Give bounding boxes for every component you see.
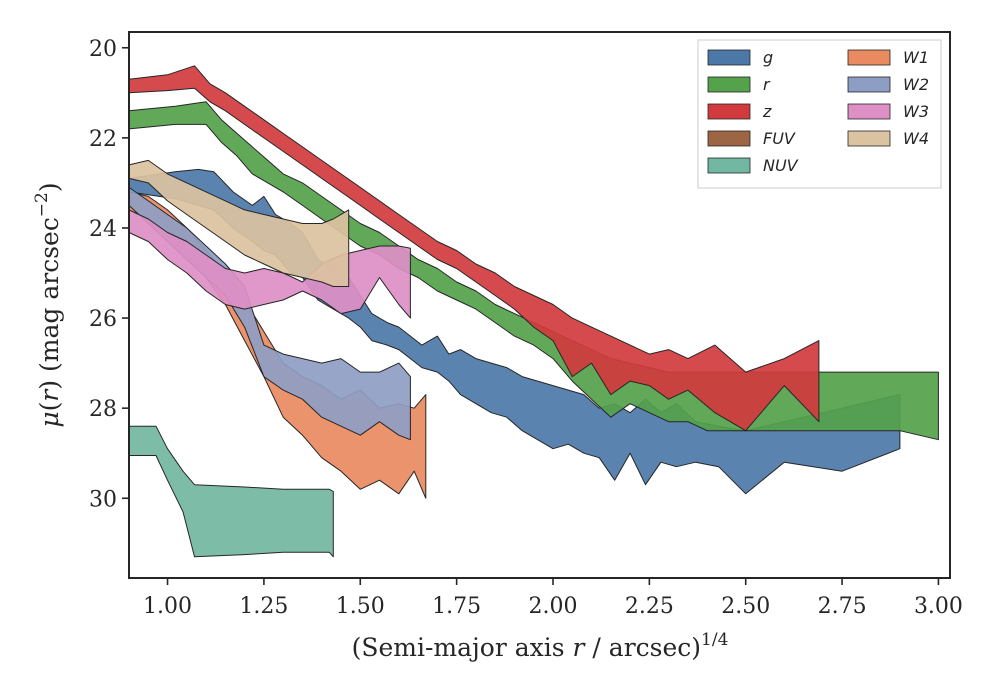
x-tick-label: 1.50	[336, 594, 385, 619]
y-axis: 20 22 24 26 28 30	[89, 37, 129, 512]
x-tick-label: 2.75	[818, 594, 867, 619]
legend-label-w1: W1	[903, 48, 929, 67]
y-tick-label: 22	[89, 127, 117, 152]
legend-label-z: z	[762, 102, 772, 121]
series-areas	[128, 65, 939, 558]
legend-swatch-nuv	[707, 157, 751, 174]
legend-label-fuv: FUV	[763, 129, 796, 148]
legend-label-w2: W2	[903, 75, 929, 94]
x-tick-label: 2.25	[625, 594, 674, 619]
y-tick-label: 24	[89, 217, 117, 242]
legend-label-nuv: NUV	[763, 156, 799, 175]
legend-swatch-w4	[847, 130, 891, 147]
legend-label-g: g	[763, 48, 773, 67]
series-area-w3	[128, 209, 411, 319]
series-area-z	[128, 65, 820, 432]
y-tick-label: 20	[89, 37, 117, 62]
legend: grz FUV NUV W1 W2 W3 W4	[697, 39, 942, 189]
x-axis: 1.00 1.25 1.50 1.75 2.00 2.25 2.50 2.75 3.00	[143, 578, 963, 619]
legend-swatch-g	[707, 49, 751, 66]
x-tick-label: 3.00	[914, 594, 963, 619]
y-tick-label: 26	[89, 307, 117, 332]
x-tick-label: 2.00	[528, 594, 577, 619]
x-tick-label: 1.00	[143, 594, 192, 619]
x-tick-label: 1.25	[239, 594, 288, 619]
x-axis-title: (Semi-major axis r / arcsec)1/4	[352, 630, 729, 662]
legend-swatch-z	[707, 103, 751, 120]
legend-swatch-w1	[847, 49, 891, 66]
legend-swatch-r	[707, 76, 751, 93]
x-tick-label: 2.50	[721, 594, 770, 619]
x-tick-label: 1.75	[432, 594, 481, 619]
plot-frame	[128, 31, 951, 579]
series-area-w4	[128, 159, 350, 287]
y-tick-label: 30	[89, 487, 117, 512]
legend-label-r: r	[763, 75, 771, 94]
legend-swatch-w2	[847, 76, 891, 93]
series-area-r	[128, 101, 939, 441]
series-area-nuv	[128, 425, 334, 558]
y-tick-label: 28	[89, 397, 117, 422]
legend-label-w3: W3	[903, 102, 929, 121]
legend-swatch-w3	[847, 103, 891, 120]
legend-label-w4: W4	[903, 129, 929, 148]
y-axis-title: μ(r) (mag arcsec−2)	[32, 182, 64, 427]
legend-swatch-fuv	[707, 130, 751, 147]
